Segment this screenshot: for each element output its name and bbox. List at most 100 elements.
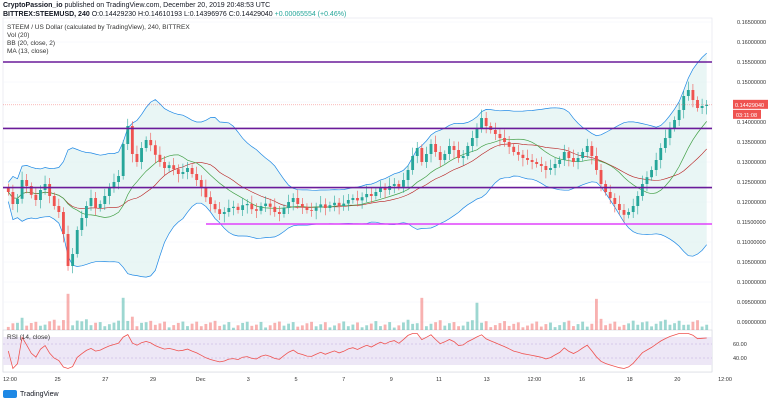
- price-badge-bg: [733, 99, 768, 109]
- candle-body: [365, 194, 369, 198]
- volume-bar: [696, 320, 699, 330]
- price-tick-label: 0.10500000: [737, 260, 766, 266]
- volume-bar: [636, 324, 640, 330]
- volume-bar: [415, 323, 419, 330]
- volume-bar: [213, 320, 217, 330]
- volume-bar: [75, 320, 79, 330]
- volume-bar: [374, 321, 378, 330]
- time-tick-label: 25: [55, 377, 61, 383]
- volume-bar: [158, 323, 162, 330]
- candle-body: [342, 203, 346, 206]
- candle-body: [411, 156, 415, 170]
- volume-bar: [227, 322, 231, 330]
- candle-body: [402, 180, 405, 187]
- candle-body: [530, 160, 534, 162]
- price-tick-label: 0.09500000: [737, 300, 766, 306]
- candle-body: [627, 212, 631, 215]
- volume-bar: [277, 321, 281, 330]
- volume-bar: [89, 325, 93, 330]
- candle-body: [34, 194, 38, 200]
- time-tick-label: 13: [484, 377, 490, 383]
- volume-bar: [305, 323, 309, 330]
- candle-body: [94, 198, 98, 208]
- volume-bar: [250, 325, 254, 330]
- bollinger-fill: [8, 53, 707, 278]
- time-axis: 12:00 25 27 29 Dec 3 5 7 9 11 13 12:00 16 18 20 12:00: [3, 377, 732, 383]
- volume-bar: [16, 322, 19, 330]
- volume-bar: [43, 324, 47, 330]
- volume-bar: [402, 322, 405, 330]
- candle-body: [535, 162, 539, 164]
- price-tick-label: 0.15500000: [737, 60, 766, 66]
- candle-body: [608, 192, 612, 198]
- volume-bar: [291, 322, 295, 330]
- volume-bar: [52, 319, 56, 330]
- volume-bar: [153, 324, 157, 330]
- volume-bar: [167, 327, 171, 330]
- candle-body: [176, 169, 180, 174]
- candle-body: [103, 196, 107, 204]
- volume-bar: [273, 322, 277, 330]
- volume-bar: [434, 322, 438, 330]
- candle-body: [314, 207, 318, 211]
- candle-body: [539, 164, 543, 166]
- candle-body: [328, 205, 332, 208]
- candle-body: [236, 206, 240, 210]
- candle-body: [39, 190, 42, 200]
- rsi-tick-label: 40.00: [733, 356, 747, 362]
- volume-bar: [310, 321, 313, 330]
- candle-body: [369, 194, 373, 196]
- time-tick-label: 11: [436, 377, 442, 383]
- tradingview-branding[interactable]: TradingView: [3, 390, 59, 398]
- volume-bar: [337, 323, 341, 330]
- candle-body: [673, 120, 676, 128]
- volume-bar: [397, 325, 401, 330]
- rsi-label: RSI (14, close): [7, 334, 50, 341]
- volume-bar: [424, 326, 428, 330]
- volume-bar: [232, 327, 235, 330]
- volume-bar: [218, 325, 222, 330]
- publisher-name[interactable]: CryptoPassion_io: [3, 2, 63, 9]
- volume-bar: [34, 321, 38, 330]
- candle-body: [650, 170, 653, 178]
- candle-body: [75, 230, 79, 254]
- tradingview-text: TradingView: [20, 390, 59, 398]
- volume-bar: [351, 324, 355, 330]
- candle-body: [107, 188, 111, 196]
- volume-bar: [204, 323, 208, 330]
- volume-bar: [186, 326, 189, 330]
- candle-body: [576, 158, 580, 162]
- candle-body: [282, 208, 286, 214]
- candle-body: [585, 146, 589, 152]
- volume-bar: [360, 327, 364, 330]
- volume-bar: [365, 325, 369, 330]
- candle-body: [84, 206, 88, 218]
- candle-body: [686, 90, 690, 96]
- time-badge-bg: [733, 109, 761, 119]
- candle-body: [512, 146, 516, 152]
- candle-body: [567, 152, 571, 158]
- time-tick-label: 12:00: [718, 377, 732, 383]
- candle-body: [434, 144, 438, 152]
- volume-bar: [392, 327, 396, 330]
- volume-bar: [112, 322, 116, 330]
- volume-bar: [222, 324, 226, 330]
- volume-bar: [411, 323, 415, 330]
- volume-bars: [6, 293, 709, 330]
- volume-bar: [526, 325, 529, 330]
- volume-bar: [388, 322, 392, 330]
- volume-bar: [673, 323, 676, 330]
- price-badge: 0.14429040: [735, 103, 764, 109]
- candle-body: [503, 138, 506, 142]
- candle-body: [705, 104, 709, 106]
- candle-body: [654, 160, 658, 170]
- candle-body: [158, 154, 162, 162]
- volume-bar: [195, 321, 199, 330]
- price-tick-label: 0.11000000: [737, 240, 766, 246]
- volume-bar: [595, 298, 598, 330]
- legend-bb: BB (20, close, 2): [7, 40, 56, 47]
- candle-body: [291, 198, 295, 202]
- volume-bar: [121, 297, 125, 330]
- volume-bar: [503, 321, 506, 330]
